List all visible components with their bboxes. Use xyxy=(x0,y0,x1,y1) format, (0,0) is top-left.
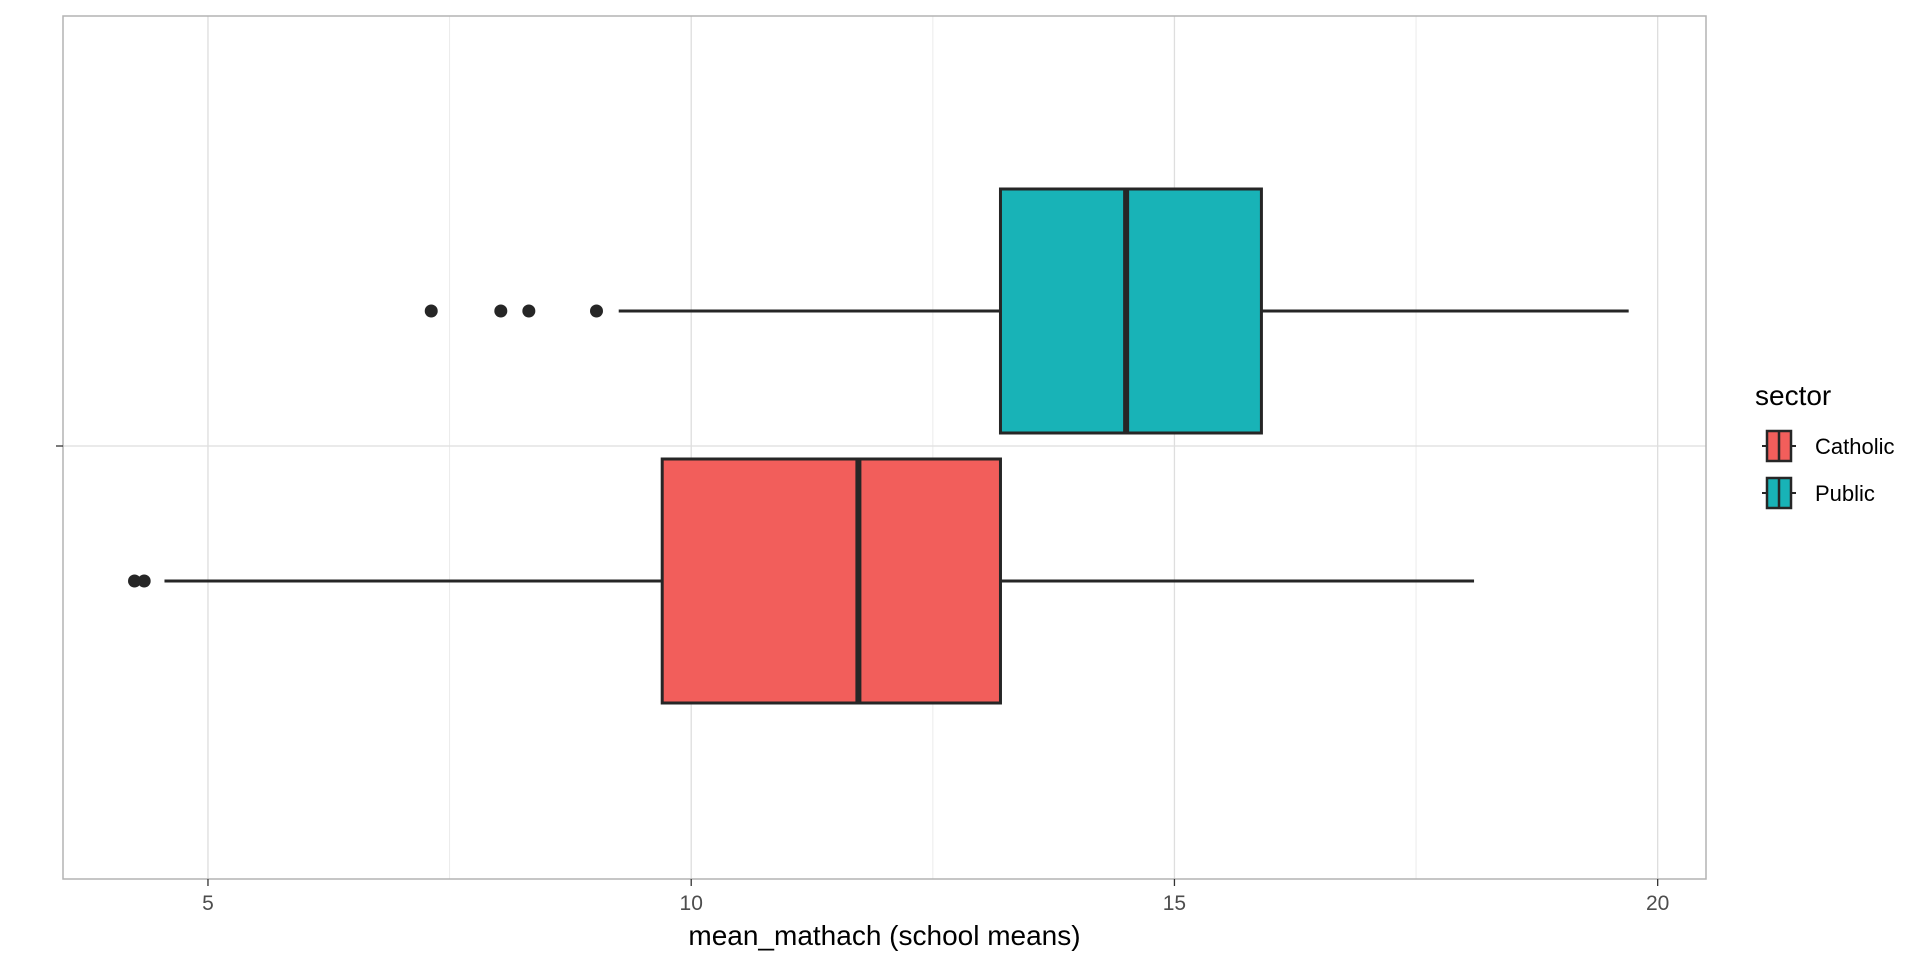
legend-title: sector xyxy=(1755,380,1831,411)
x-axis: 5 10 15 20 xyxy=(202,879,1669,915)
x-tick-label: 20 xyxy=(1646,892,1669,915)
plot-panel xyxy=(62,15,1707,880)
boxplots xyxy=(128,187,1629,705)
outlier-point xyxy=(522,304,536,318)
grid-major xyxy=(63,16,1706,879)
outlier-point xyxy=(589,304,603,318)
x-tick-label: 15 xyxy=(1163,892,1186,915)
panel-border xyxy=(62,15,1707,880)
legend-keys: Catholic Public xyxy=(1762,429,1894,510)
x-tick-label: 10 xyxy=(680,892,703,915)
x-axis-title: mean_mathach (school means) xyxy=(688,920,1080,951)
x-tick-label: 5 xyxy=(202,892,214,915)
legend-label: Public xyxy=(1815,481,1875,506)
outlier-point xyxy=(128,574,142,588)
legend-key-public: Public xyxy=(1762,476,1875,510)
box xyxy=(660,457,1002,705)
panel-background xyxy=(63,16,1706,879)
boxplot-catholic xyxy=(128,457,1475,705)
legend: sector Catholic Public xyxy=(1755,380,1894,510)
boxplot-public xyxy=(424,187,1629,435)
outlier-point xyxy=(494,304,508,318)
outlier-point xyxy=(137,574,151,588)
box xyxy=(998,187,1263,435)
outlier-point xyxy=(424,304,438,318)
legend-label: Catholic xyxy=(1815,434,1894,459)
grid-minor xyxy=(449,16,1417,879)
legend-key-catholic: Catholic xyxy=(1762,429,1894,463)
